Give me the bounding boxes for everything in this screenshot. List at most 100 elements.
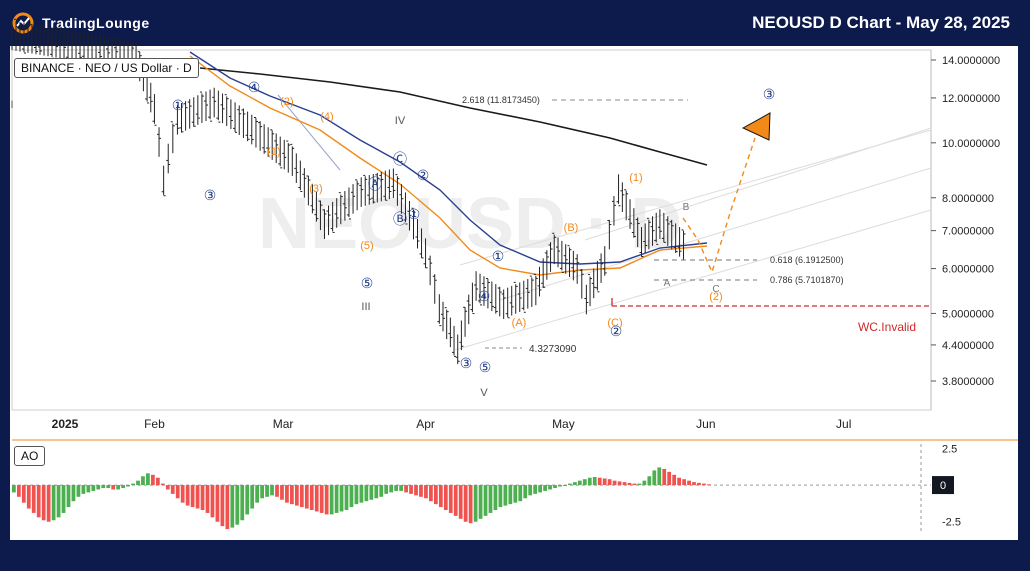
- ao-bar: [16, 485, 21, 497]
- ao-bar: [165, 485, 170, 490]
- ao-bar: [245, 485, 250, 515]
- invalidation-label: WC.Invalid: [858, 320, 916, 334]
- ao-bar: [662, 468, 667, 486]
- ao-bar: [334, 485, 339, 513]
- ao-bar: [225, 485, 230, 530]
- wave-label: C: [712, 284, 719, 295]
- ao-bar: [632, 483, 637, 486]
- wave-label: ②: [610, 323, 623, 339]
- ao-bar: [314, 485, 319, 512]
- ao-bar: [299, 485, 304, 508]
- ao-bar: [483, 485, 488, 516]
- ao-bar: [175, 485, 180, 499]
- ao-bar: [687, 480, 691, 486]
- price-tick-label: 3.8000000: [942, 376, 994, 388]
- ao-bar: [21, 485, 26, 503]
- ao-bar: [637, 483, 642, 486]
- wave-label: Ⓒ: [393, 151, 407, 167]
- indicator-label[interactable]: AO: [14, 446, 46, 466]
- wave-label: ③: [460, 355, 473, 371]
- wave-label: (A): [512, 317, 527, 329]
- wave-label: (5): [360, 240, 373, 252]
- time-tick-label: May: [552, 417, 575, 431]
- ao-tick-label: 2.5: [942, 443, 957, 455]
- ao-bar: [622, 482, 627, 486]
- ao-bar: [235, 485, 240, 525]
- ao-bar: [200, 485, 205, 510]
- ao-tick-label: 0: [940, 480, 946, 492]
- ao-bar: [563, 485, 567, 487]
- ao-bar: [230, 485, 235, 528]
- ao-bar: [66, 485, 71, 508]
- ao-bar: [493, 485, 498, 510]
- ao-bar: [265, 485, 269, 497]
- ao-bar: [458, 485, 463, 519]
- price-tick-label: 6.0000000: [942, 264, 994, 276]
- fib-level-label: 0.786 (5.7101870): [770, 275, 844, 285]
- ao-bar: [652, 470, 657, 486]
- ma-mid-line: [189, 51, 708, 265]
- price-tick-label: 14.0000000: [942, 55, 1000, 67]
- price-tick-label: 8.0000000: [942, 193, 994, 205]
- ao-tick-label: -2.5: [942, 517, 961, 529]
- ao-bar: [31, 485, 36, 513]
- symbol-label[interactable]: BINANCE · NEO / US Dollar · D: [14, 58, 199, 78]
- ao-bar: [160, 483, 165, 486]
- ao-bar: [498, 485, 503, 508]
- ao-bar: [607, 479, 612, 486]
- ao-bar: [41, 485, 46, 521]
- channel-line: [499, 167, 932, 301]
- ao-bar: [582, 479, 587, 486]
- wave-label: (3): [309, 183, 322, 195]
- ao-bar: [523, 485, 528, 499]
- ao-bar: [374, 485, 379, 499]
- ao-bar: [702, 483, 706, 486]
- ao-bar: [677, 477, 682, 486]
- ao-bar: [71, 485, 76, 502]
- wave-label: (B): [564, 222, 579, 234]
- ao-bar: [116, 485, 121, 490]
- wave-label: (1): [267, 146, 280, 158]
- trend-line: [277, 94, 341, 171]
- ao-bar: [448, 485, 453, 513]
- ao-bar: [558, 485, 562, 487]
- wave-label: (4): [320, 111, 333, 123]
- ao-bar: [617, 481, 622, 486]
- ao-bar: [528, 485, 533, 496]
- wave-label: ⑤: [479, 359, 492, 375]
- ao-bar: [56, 485, 61, 518]
- ao-bar: [136, 480, 140, 486]
- wave-label: Ⓐ: [368, 176, 382, 192]
- ao-bar: [190, 485, 195, 508]
- ao-bar: [384, 485, 389, 494]
- ao-bar: [433, 485, 438, 505]
- brand-logo[interactable]: TradingLounge: [12, 12, 150, 34]
- ao-bar: [364, 485, 369, 502]
- ao-bar: [319, 485, 324, 513]
- ao-bar: [369, 485, 374, 500]
- ao-bar: [597, 477, 602, 486]
- wave-label: (1): [629, 172, 642, 184]
- ao-bar: [572, 482, 577, 486]
- ao-bar: [329, 485, 334, 515]
- ao-bar: [692, 482, 696, 486]
- ao-bar: [592, 477, 597, 486]
- ao-bar: [647, 476, 652, 486]
- ao-bar: [453, 485, 458, 516]
- ao-bar: [250, 485, 255, 509]
- ao-bar: [170, 485, 175, 494]
- ao-bar: [255, 485, 260, 503]
- ao-zero-tag: [932, 476, 954, 495]
- time-tick-label: 2025: [52, 417, 79, 431]
- ao-bar: [91, 485, 96, 491]
- ao-bar: [667, 471, 672, 486]
- ao-bar: [155, 477, 160, 486]
- ao-bar: [399, 485, 403, 491]
- ao-bar: [180, 485, 185, 503]
- ao-bar: [205, 485, 210, 513]
- ao-bar: [672, 474, 677, 486]
- ao-bar: [215, 485, 220, 522]
- ao-bar: [106, 485, 111, 488]
